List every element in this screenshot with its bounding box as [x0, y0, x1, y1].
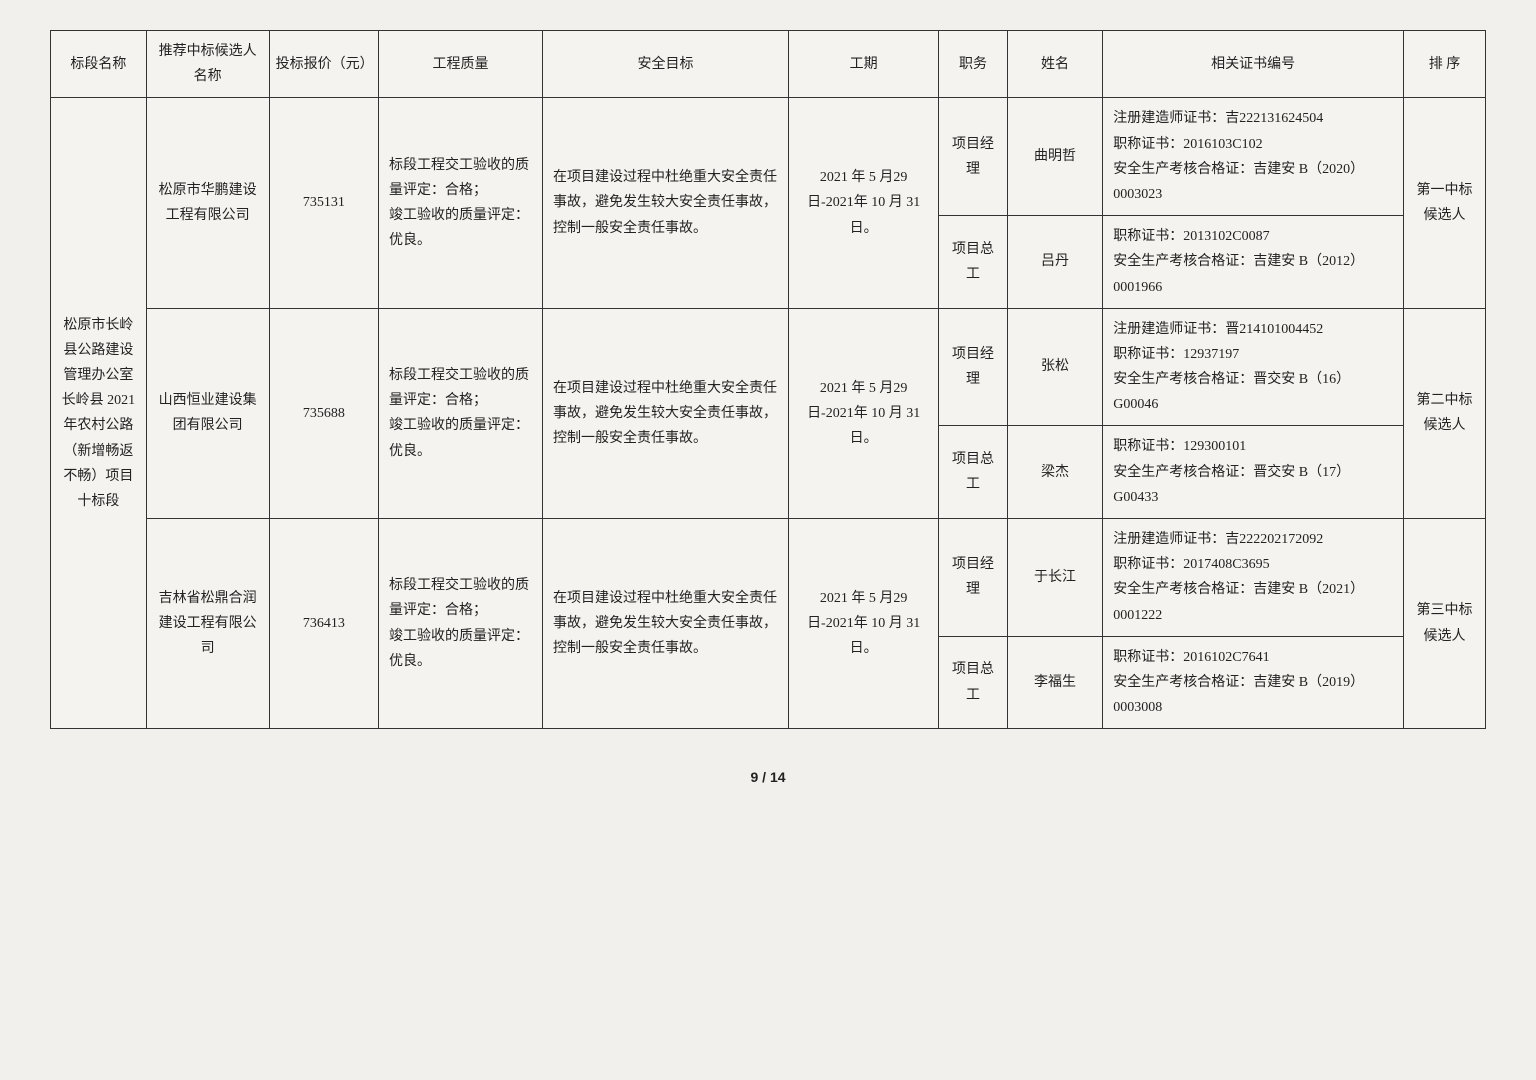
price-cell: 735688: [269, 308, 378, 518]
h-section: 标段名称: [51, 31, 147, 98]
name-cell: 曲明哲: [1007, 98, 1103, 216]
cert-cell: 职称证书：2013102C0087安全生产考核合格证：吉建安 B（2012）00…: [1103, 216, 1404, 309]
quality-cell: 标段工程交工验收的质量评定：合格；竣工验收的质量评定：优良。: [378, 308, 542, 518]
h-name: 姓名: [1007, 31, 1103, 98]
table-row: 吉林省松鼎合润建设工程有限公司 736413 标段工程交工验收的质量评定：合格；…: [51, 519, 1486, 637]
price-cell: 736413: [269, 519, 378, 729]
role-cell: 项目总工: [939, 426, 1007, 519]
name-cell: 吕丹: [1007, 216, 1103, 309]
h-quality: 工程质量: [378, 31, 542, 98]
h-role: 职务: [939, 31, 1007, 98]
quality-cell: 标段工程交工验收的质量评定：合格；竣工验收的质量评定：优良。: [378, 519, 542, 729]
name-cell: 梁杰: [1007, 426, 1103, 519]
company-cell: 吉林省松鼎合润建设工程有限公司: [146, 519, 269, 729]
safety-cell: 在项目建设过程中杜绝重大安全责任事故，避免发生较大安全责任事故，控制一般安全责任…: [542, 519, 788, 729]
period-cell: 2021 年 5 月29 日-2021年 10 月 31日。: [788, 308, 938, 518]
rank-cell: 第二中标候选人: [1403, 308, 1485, 518]
cert-cell: 职称证书：129300101安全生产考核合格证：晋交安 B（17）G00433: [1103, 426, 1404, 519]
h-cert: 相关证书编号: [1103, 31, 1404, 98]
safety-cell: 在项目建设过程中杜绝重大安全责任事故，避免发生较大安全责任事故，控制一般安全责任…: [542, 98, 788, 308]
role-cell: 项目经理: [939, 98, 1007, 216]
role-cell: 项目经理: [939, 308, 1007, 426]
table-row: 松原市长岭县公路建设管理办公室长岭县 2021 年农村公路（新增畅返不畅）项目十…: [51, 98, 1486, 216]
h-candidate: 推荐中标候选人名称: [146, 31, 269, 98]
period-cell: 2021 年 5 月29 日-2021年 10 月 31日。: [788, 519, 938, 729]
page-number: 9 / 14: [50, 769, 1486, 785]
role-cell: 项目总工: [939, 216, 1007, 309]
h-safety: 安全目标: [542, 31, 788, 98]
h-period: 工期: [788, 31, 938, 98]
safety-cell: 在项目建设过程中杜绝重大安全责任事故，避免发生较大安全责任事故，控制一般安全责任…: [542, 308, 788, 518]
cert-cell: 注册建造师证书：吉222202172092职称证书：2017408C3695安全…: [1103, 519, 1404, 637]
cert-cell: 注册建造师证书：晋214101004452职称证书：12937197安全生产考核…: [1103, 308, 1404, 426]
h-rank: 排 序: [1403, 31, 1485, 98]
rank-cell: 第一中标候选人: [1403, 98, 1485, 308]
section-cell: 松原市长岭县公路建设管理办公室长岭县 2021 年农村公路（新增畅返不畅）项目十…: [51, 98, 147, 729]
table-row: 山西恒业建设集团有限公司 735688 标段工程交工验收的质量评定：合格；竣工验…: [51, 308, 1486, 426]
name-cell: 于长江: [1007, 519, 1103, 637]
price-cell: 735131: [269, 98, 378, 308]
company-cell: 山西恒业建设集团有限公司: [146, 308, 269, 518]
quality-cell: 标段工程交工验收的质量评定：合格；竣工验收的质量评定：优良。: [378, 98, 542, 308]
role-cell: 项目经理: [939, 519, 1007, 637]
name-cell: 李福生: [1007, 636, 1103, 729]
header-row: 标段名称 推荐中标候选人名称 投标报价（元） 工程质量 安全目标 工期 职务 姓…: [51, 31, 1486, 98]
cert-cell: 注册建造师证书：吉222131624504职称证书：2016103C102安全生…: [1103, 98, 1404, 216]
cert-cell: 职称证书：2016102C7641安全生产考核合格证：吉建安 B（2019）00…: [1103, 636, 1404, 729]
role-cell: 项目总工: [939, 636, 1007, 729]
company-cell: 松原市华鹏建设工程有限公司: [146, 98, 269, 308]
name-cell: 张松: [1007, 308, 1103, 426]
period-cell: 2021 年 5 月29 日-2021年 10 月 31日。: [788, 98, 938, 308]
rank-cell: 第三中标候选人: [1403, 519, 1485, 729]
h-price: 投标报价（元）: [269, 31, 378, 98]
bid-table: 标段名称 推荐中标候选人名称 投标报价（元） 工程质量 安全目标 工期 职务 姓…: [50, 30, 1486, 729]
